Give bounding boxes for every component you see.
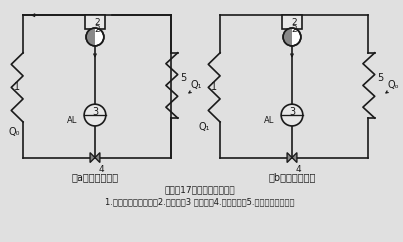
Text: AL: AL [264,115,274,125]
Text: 2: 2 [291,18,297,27]
Text: 2: 2 [291,25,297,34]
Text: 4: 4 [98,166,104,174]
Text: （a）　制冷工况: （a） 制冷工况 [71,172,118,182]
Bar [282,15,302,29]
Bar [85,15,105,29]
Text: 2: 2 [94,18,100,27]
Text: 1: 1 [211,82,217,92]
Text: Q₀: Q₀ [8,127,20,137]
Text: 5: 5 [180,73,186,83]
Polygon shape [287,153,292,163]
Text: 1.蒸发器（冷凝器）　2.换向阀　3 压缩机　4.节流装置　5.冷凝器（蒸发器）: 1.蒸发器（冷凝器） 2.换向阀 3 压缩机 4.节流装置 5.冷凝器（蒸发器） [105,197,294,206]
Polygon shape [292,153,297,163]
Circle shape [281,104,303,126]
Text: 3: 3 [92,107,98,117]
Text: Qₒ: Qₒ [388,80,399,91]
Circle shape [84,104,106,126]
Text: 图２－17　热泵工作原理图: 图２－17 热泵工作原理图 [164,185,235,194]
Text: Q₁: Q₁ [199,122,210,132]
Text: Q₁: Q₁ [191,80,202,91]
Polygon shape [90,153,95,163]
Text: AL: AL [67,115,77,125]
Circle shape [283,28,301,46]
Text: 3: 3 [289,107,295,117]
Polygon shape [95,153,100,163]
Text: 2: 2 [94,25,100,34]
Circle shape [86,28,104,46]
Text: 4: 4 [295,166,301,174]
Text: 5: 5 [377,73,383,83]
Text: （b）　热泵工况: （b） 热泵工况 [268,172,316,182]
Polygon shape [283,28,292,46]
Polygon shape [86,28,95,46]
Text: 1: 1 [14,82,20,92]
